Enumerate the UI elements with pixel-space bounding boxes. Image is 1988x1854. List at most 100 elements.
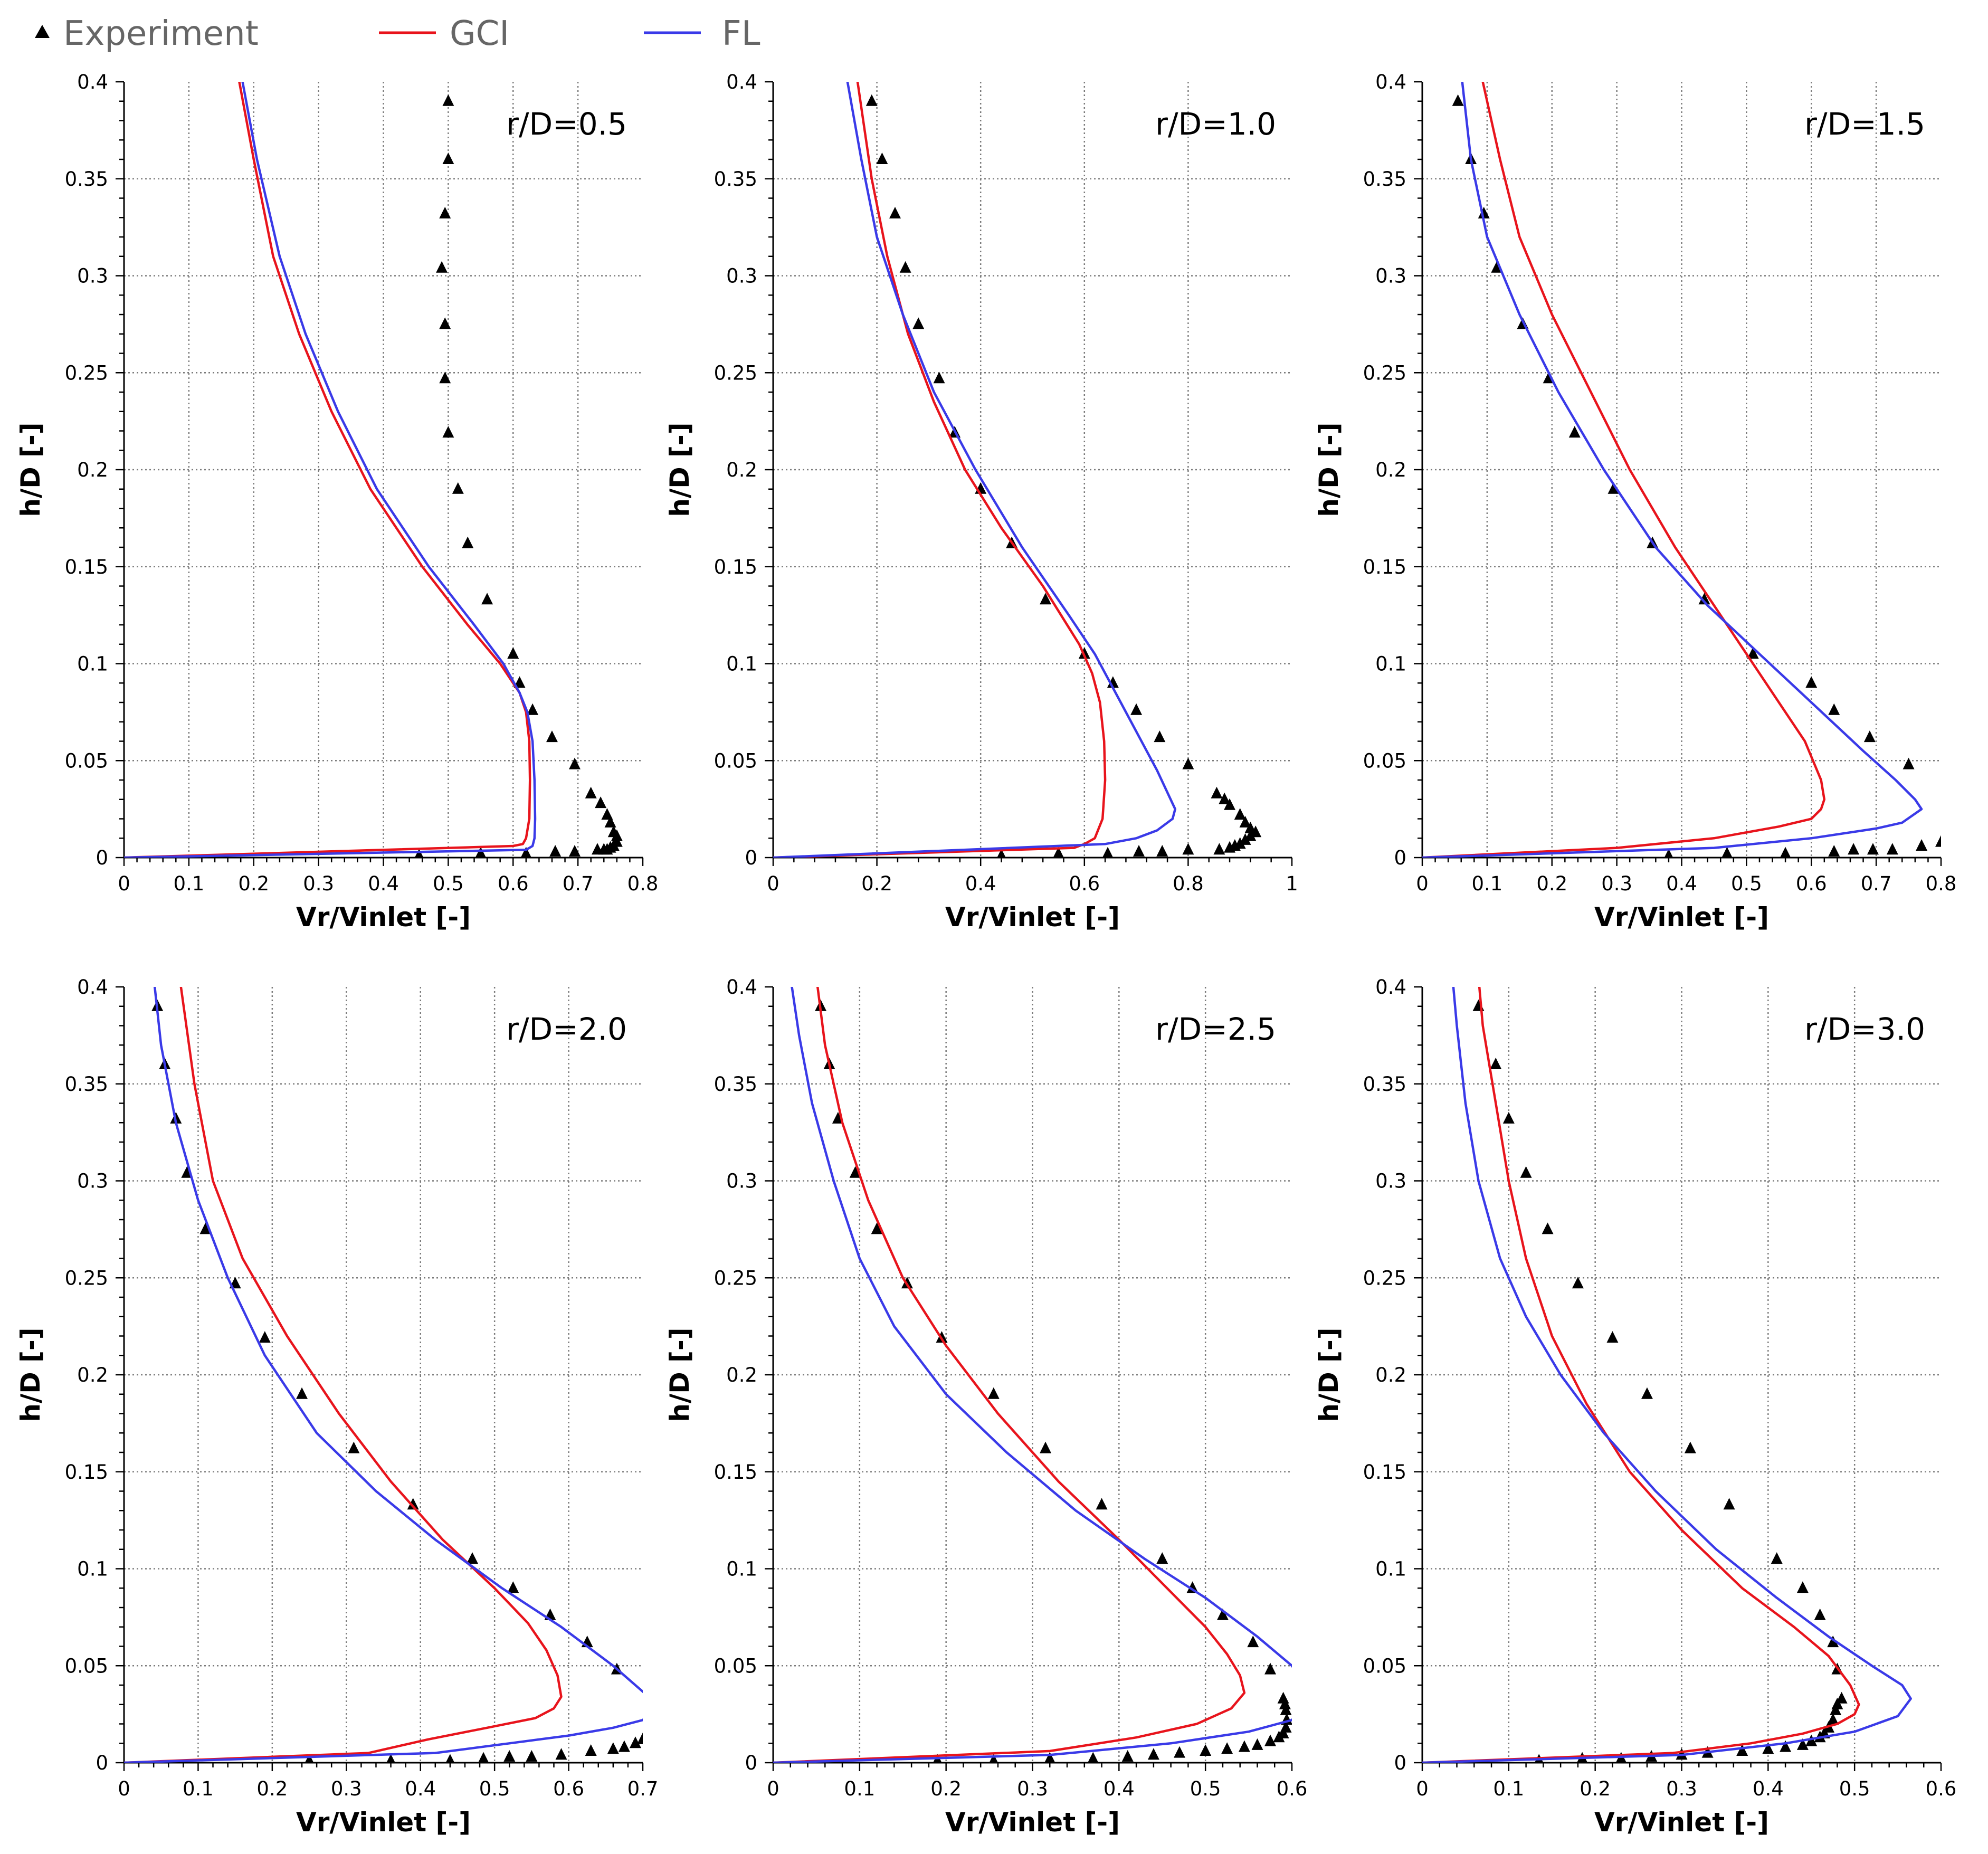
x-tick-label: 0.5: [1731, 872, 1762, 895]
x-tick-label: 0.4: [1666, 872, 1697, 895]
x-tick-label: 0.3: [331, 1777, 362, 1800]
experiment-point: [652, 1713, 663, 1725]
y-tick-label: 0.35: [714, 1073, 757, 1096]
experiment-point: [607, 1742, 619, 1754]
experiment-point: [987, 1387, 1000, 1399]
x-tick-label: 0.6: [1277, 1777, 1308, 1800]
x-tick-label: 0.6: [553, 1777, 584, 1800]
experiment-point: [348, 1441, 360, 1453]
y-tick-label: 0.1: [726, 1558, 757, 1581]
y-tick-label: 0.3: [77, 265, 108, 288]
experiment-point: [1133, 844, 1145, 857]
experiment-point: [1520, 1166, 1532, 1178]
series-fl-line: [1422, 987, 1912, 1763]
experiment-point: [1154, 730, 1166, 743]
experiment-point: [1264, 1734, 1277, 1746]
experiment-point: [442, 426, 454, 438]
series-gci-line: [773, 82, 1107, 858]
experiment-point: [611, 829, 623, 841]
experiment-point: [1796, 1738, 1809, 1750]
y-tick-label: 0.3: [1375, 265, 1406, 288]
experiment-point: [199, 1222, 212, 1234]
experiment-point: [1606, 1331, 1619, 1343]
y-tick-label: 0.25: [714, 362, 757, 384]
x-tick-label: 0.3: [303, 872, 334, 895]
plot-area: [124, 987, 663, 1763]
experiment-point: [1452, 94, 1464, 106]
experiment-point: [1886, 843, 1898, 855]
experiment-point: [1053, 847, 1064, 858]
x-tick-label: 0: [1416, 872, 1429, 895]
plot-area: [1422, 82, 1973, 858]
experiment-point: [452, 482, 464, 494]
experiment-point: [1935, 835, 1941, 847]
y-tick-label: 0.4: [77, 976, 108, 999]
experiment-point: [475, 847, 486, 858]
experiment-point: [1723, 1498, 1735, 1510]
experiment-point: [1828, 844, 1840, 857]
experiment-point: [439, 206, 451, 218]
experiment-point: [1942, 787, 1953, 798]
experiment-point: [1088, 1752, 1099, 1763]
experiment-point: [1916, 839, 1928, 851]
experiment-point: [1238, 1740, 1250, 1752]
x-tick-label: 0.7: [627, 1777, 659, 1800]
x-axis-label: Vr/Vinlet [-]: [296, 1807, 471, 1838]
x-tick-label: 0.5: [433, 872, 464, 895]
x-tick-label: 0.1: [173, 872, 204, 895]
experiment-point: [1827, 1636, 1839, 1648]
x-tick-label: 0.2: [1536, 872, 1567, 895]
x-tick-label: 0.5: [479, 1777, 510, 1800]
y-tick-label: 0.3: [726, 265, 757, 288]
x-tick-label: 0.2: [861, 872, 892, 895]
experiment-point: [407, 1498, 419, 1510]
x-tick-label: 0.7: [1861, 872, 1892, 895]
experiment-point: [595, 796, 607, 809]
experiment-point: [1156, 1552, 1168, 1564]
y-tick-label: 0.3: [726, 1170, 757, 1193]
x-tick-label: 0.5: [1839, 1777, 1870, 1800]
experiment-point: [1664, 849, 1673, 858]
y-axis-label: h/D [-]: [664, 422, 695, 517]
experiment-point: [1572, 1277, 1584, 1289]
y-tick-label: 0.25: [65, 1267, 108, 1289]
experiment-point: [1848, 843, 1860, 855]
experiment-point: [1279, 1697, 1291, 1709]
plot-area: [124, 82, 623, 858]
experiment-point: [648, 1721, 660, 1733]
y-tick-label: 0: [1394, 1752, 1406, 1774]
x-axis-label: Vr/Vinlet [-]: [1594, 902, 1769, 933]
y-tick-label: 0: [745, 1752, 757, 1774]
y-tick-label: 0.05: [714, 749, 757, 772]
y-axis-label: h/D [-]: [1314, 1327, 1344, 1422]
experiment-point: [549, 844, 562, 857]
x-tick-label: 0.4: [1104, 1777, 1135, 1800]
y-tick-label: 0: [1394, 847, 1406, 869]
x-tick-label: 0.1: [1471, 872, 1502, 895]
experiment-point: [513, 676, 526, 688]
y-tick-label: 0.4: [726, 71, 757, 93]
experiment-point: [1216, 1608, 1229, 1620]
experiment-point: [1478, 206, 1490, 218]
experiment-point: [1102, 847, 1114, 858]
x-tick-label: 0.8: [627, 872, 659, 895]
x-axis-label: Vr/Vinlet [-]: [945, 1807, 1120, 1838]
experiment-point: [1747, 647, 1759, 659]
plot-area: [773, 82, 1262, 858]
experiment-point: [503, 1750, 516, 1762]
x-axis-label: Vr/Vinlet [-]: [296, 902, 471, 933]
x-tick-label: 0: [767, 1777, 779, 1800]
x-tick-label: 0.7: [563, 872, 594, 895]
y-tick-label: 0.15: [714, 1461, 757, 1484]
experiment-point: [1961, 802, 1973, 814]
chart-annotation: r/D=1.0: [1155, 106, 1276, 142]
experiment-point: [436, 261, 448, 273]
x-tick-label: 0.6: [498, 872, 529, 895]
plot-area: [773, 987, 1292, 1763]
y-tick-label: 0.2: [726, 1364, 757, 1386]
experiment-point: [1762, 1742, 1774, 1754]
experiment-point: [644, 1692, 656, 1704]
experiment-point: [644, 1727, 656, 1738]
legend-gci-label: GCI: [450, 14, 509, 53]
